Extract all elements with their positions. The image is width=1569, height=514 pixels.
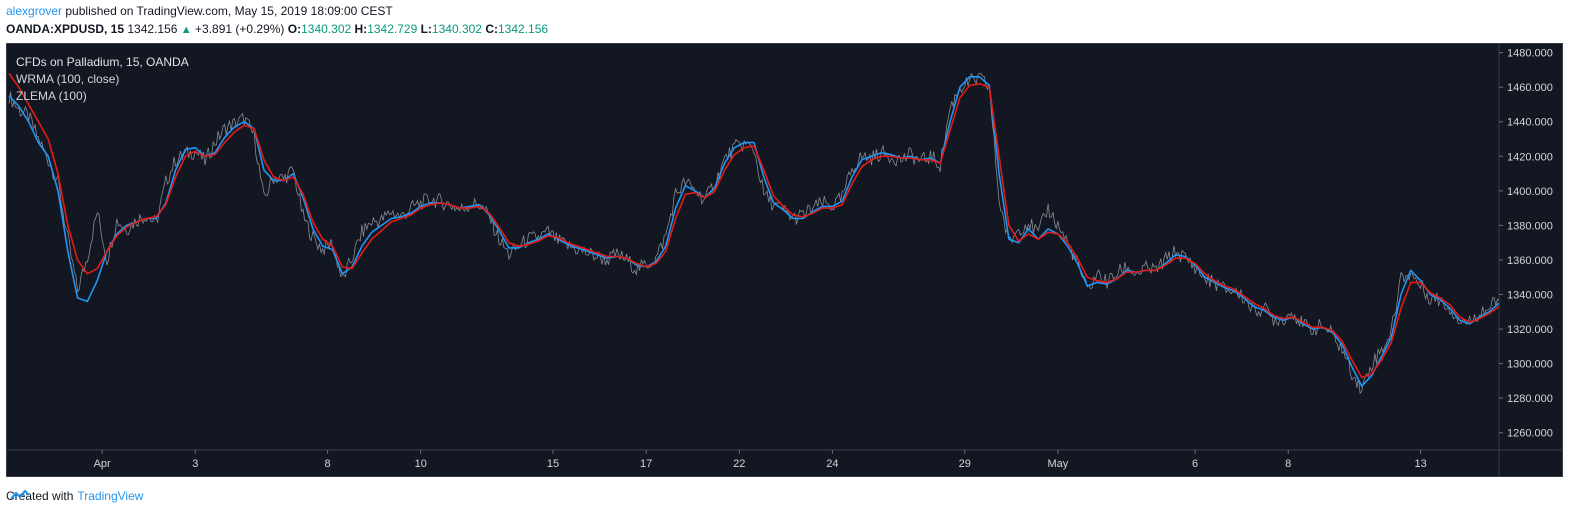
up-arrow-icon: ▲ <box>180 24 192 36</box>
price-chart[interactable]: 1260.000 1280.000 1300.000 1320.000 1340.000… <box>7 44 1562 476</box>
tradingview-logo-icon <box>10 489 30 500</box>
y-tick-label: 1400.000 <box>1507 186 1553 198</box>
y-tick-label: 1360.000 <box>1507 255 1553 267</box>
x-tick-label: Apr <box>94 458 111 470</box>
price-series <box>8 72 1500 395</box>
publish-info: alexgrover published on TradingView.com,… <box>6 4 393 18</box>
author-link[interactable]: alexgrover <box>6 4 63 18</box>
x-tick-label: 24 <box>826 458 838 470</box>
y-tick-label: 1460.000 <box>1507 82 1553 94</box>
zlema-series <box>8 76 1500 387</box>
y-tick-label: 1340.000 <box>1507 290 1553 302</box>
ohlc-low-label: L: <box>420 22 432 36</box>
published-text: published on TradingView.com, May 15, 20… <box>65 4 393 18</box>
y-tick-label: 1380.000 <box>1507 220 1553 232</box>
price-change: +3.891 (+0.29%) <box>195 22 285 36</box>
ohlc-high-value: 1342.729 <box>367 22 418 36</box>
ohlc-open-label: O: <box>287 22 302 36</box>
y-tick-label: 1260.000 <box>1507 428 1553 440</box>
ohlc-close-value: 1342.156 <box>498 22 549 36</box>
symbol-name: OANDA:XPDUSD, 15 <box>6 22 125 36</box>
legend-symbol: CFDs on Palladium, 15, OANDA <box>16 55 189 69</box>
chart-pane[interactable]: 1260.000 1280.000 1300.000 1320.000 1340.000… <box>6 43 1563 477</box>
chart-legend: CFDs on Palladium, 15, OANDA WRMA (100, … <box>16 54 189 105</box>
x-tick-label: 6 <box>1192 458 1198 470</box>
x-tick-label: May <box>1047 458 1068 470</box>
y-tick-label: 1480.000 <box>1507 48 1553 60</box>
y-tick-label: 1440.000 <box>1507 117 1553 129</box>
x-tick-label: 15 <box>547 458 559 470</box>
x-tick-label: 8 <box>325 458 331 470</box>
symbol-info: OANDA:XPDUSD, 15 1342.156 ▲ +3.891 (+0.2… <box>6 22 548 36</box>
ohlc-close-label: C: <box>485 22 498 36</box>
x-tick-label: 17 <box>640 458 652 470</box>
x-tick-label: 22 <box>733 458 745 470</box>
y-tick-label: 1320.000 <box>1507 324 1553 336</box>
ohlc-low-value: 1340.302 <box>431 22 482 36</box>
ohlc-high-label: H: <box>354 22 368 36</box>
wrma-series <box>8 72 1500 379</box>
y-tick-label: 1280.000 <box>1507 393 1553 405</box>
footer: Created with TradingView <box>6 489 143 503</box>
tradingview-brand[interactable]: TradingView <box>77 489 144 503</box>
legend-wrma: WRMA (100, close) <box>16 72 120 86</box>
last-price: 1342.156 <box>127 22 178 36</box>
y-tick-label: 1300.000 <box>1507 359 1553 371</box>
y-tick-label: 1420.000 <box>1507 151 1553 163</box>
x-tick-label: 13 <box>1414 458 1426 470</box>
legend-zlema: ZLEMA (100) <box>16 89 87 103</box>
x-tick-label: 29 <box>959 458 971 470</box>
x-tick-label: 3 <box>192 458 198 470</box>
x-tick-label: 10 <box>415 458 427 470</box>
x-tick-label: 8 <box>1285 458 1291 470</box>
ohlc-open-value: 1340.302 <box>301 22 352 36</box>
